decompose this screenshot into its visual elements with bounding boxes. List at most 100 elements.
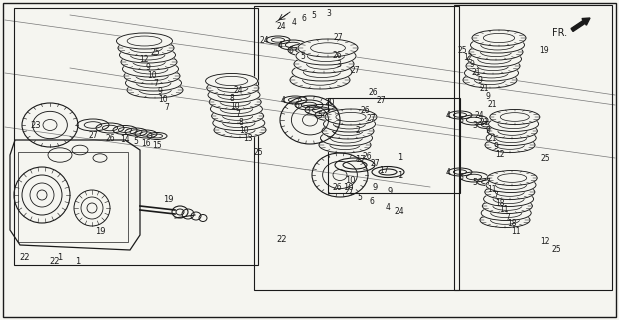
Text: 12: 12 <box>463 52 473 61</box>
Ellipse shape <box>324 108 378 126</box>
Ellipse shape <box>468 43 524 61</box>
Text: 19: 19 <box>95 228 105 236</box>
Text: 10: 10 <box>230 101 240 110</box>
Ellipse shape <box>206 79 260 97</box>
Ellipse shape <box>295 46 357 66</box>
Ellipse shape <box>291 62 353 82</box>
Ellipse shape <box>209 100 264 117</box>
Text: 9: 9 <box>493 141 498 150</box>
Ellipse shape <box>120 53 178 71</box>
Ellipse shape <box>116 32 173 50</box>
Ellipse shape <box>483 190 535 207</box>
Text: 6: 6 <box>288 45 293 54</box>
Ellipse shape <box>321 122 375 140</box>
Ellipse shape <box>123 67 181 85</box>
Text: 10: 10 <box>158 94 168 103</box>
Ellipse shape <box>479 212 531 228</box>
Text: 25: 25 <box>253 148 263 156</box>
Ellipse shape <box>205 73 259 90</box>
Text: 11: 11 <box>500 205 509 214</box>
Ellipse shape <box>487 123 539 140</box>
Text: 26: 26 <box>105 133 115 142</box>
Text: 7: 7 <box>493 191 498 201</box>
Text: 6: 6 <box>370 197 374 206</box>
Text: 9: 9 <box>158 86 162 95</box>
Ellipse shape <box>117 39 175 57</box>
Text: 24: 24 <box>259 36 269 44</box>
Text: 15: 15 <box>152 140 162 149</box>
Ellipse shape <box>489 108 541 125</box>
Text: 5: 5 <box>301 52 305 60</box>
Text: 27: 27 <box>344 188 354 196</box>
Text: 26: 26 <box>362 151 372 161</box>
Bar <box>328 98 460 193</box>
Text: 4: 4 <box>446 110 451 119</box>
Text: 24: 24 <box>394 207 404 217</box>
Ellipse shape <box>469 36 526 54</box>
Ellipse shape <box>126 81 184 99</box>
Ellipse shape <box>207 86 261 103</box>
Text: 4: 4 <box>446 167 451 177</box>
Text: 10: 10 <box>345 175 355 185</box>
Ellipse shape <box>484 137 536 154</box>
Text: 24: 24 <box>233 85 243 94</box>
Text: 27: 27 <box>333 33 343 42</box>
Text: 14: 14 <box>120 134 130 143</box>
Text: 5: 5 <box>472 178 477 187</box>
Text: 21: 21 <box>479 117 489 126</box>
Text: 4: 4 <box>280 95 285 105</box>
Text: 24: 24 <box>276 21 286 30</box>
Text: 11: 11 <box>511 227 521 236</box>
FancyArrow shape <box>571 18 590 31</box>
Ellipse shape <box>208 93 262 110</box>
Text: 7: 7 <box>165 102 170 111</box>
Text: 27: 27 <box>350 66 360 75</box>
Text: 17: 17 <box>355 155 365 164</box>
Text: 9: 9 <box>485 92 490 100</box>
Ellipse shape <box>486 170 538 187</box>
Ellipse shape <box>485 130 537 147</box>
Text: 19: 19 <box>163 196 173 204</box>
Ellipse shape <box>210 108 264 124</box>
Text: 9: 9 <box>485 125 490 134</box>
Text: 6: 6 <box>301 13 306 22</box>
Text: 11: 11 <box>487 185 497 194</box>
Bar <box>254 6 459 290</box>
Text: 9: 9 <box>478 76 482 84</box>
Text: 1: 1 <box>76 258 80 267</box>
Text: 19: 19 <box>539 45 549 54</box>
Text: 22: 22 <box>50 258 60 267</box>
Text: 5: 5 <box>134 137 139 146</box>
Text: 25: 25 <box>540 154 550 163</box>
Text: 22: 22 <box>20 253 30 262</box>
Text: 26: 26 <box>368 87 378 97</box>
Text: 5: 5 <box>318 110 322 119</box>
Text: 1: 1 <box>397 153 402 162</box>
Ellipse shape <box>213 122 267 139</box>
Text: 18: 18 <box>495 198 504 207</box>
Text: 13: 13 <box>243 133 253 142</box>
Text: 27: 27 <box>88 131 98 140</box>
Ellipse shape <box>124 74 183 92</box>
Text: 1: 1 <box>397 171 402 180</box>
Text: 9: 9 <box>470 60 474 68</box>
Text: 21: 21 <box>487 133 497 142</box>
Text: 22: 22 <box>277 236 287 244</box>
Ellipse shape <box>319 129 373 147</box>
Ellipse shape <box>485 177 537 194</box>
Text: 9: 9 <box>373 182 378 191</box>
Text: 3: 3 <box>472 121 477 130</box>
Ellipse shape <box>488 116 540 132</box>
Text: 9: 9 <box>387 188 392 196</box>
Text: 10: 10 <box>239 125 249 134</box>
Ellipse shape <box>289 70 351 90</box>
Text: 7: 7 <box>236 109 240 118</box>
Text: 24: 24 <box>474 110 484 119</box>
Text: 21: 21 <box>471 68 481 76</box>
Text: 27: 27 <box>370 158 380 167</box>
Ellipse shape <box>467 50 522 68</box>
Text: 26: 26 <box>332 51 342 60</box>
Text: 6: 6 <box>459 116 464 124</box>
Text: 8: 8 <box>239 117 243 126</box>
Text: 16: 16 <box>141 139 151 148</box>
